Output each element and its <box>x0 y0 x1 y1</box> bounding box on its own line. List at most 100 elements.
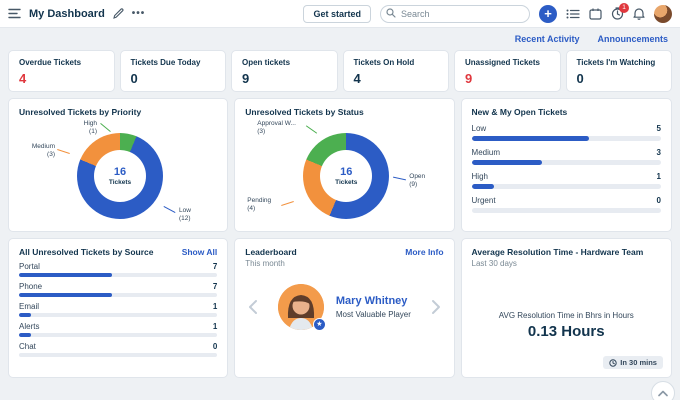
panel-title: New & My Open Tickets <box>471 107 568 117</box>
middle-row: Unresolved Tickets by Priority 16 Ticket… <box>8 98 672 232</box>
bar-row-low[interactable]: Low 5 <box>471 124 661 141</box>
bar-track <box>471 208 661 213</box>
bar-track <box>19 273 218 277</box>
donut-total-label: Tickets <box>335 179 358 186</box>
search-input[interactable] <box>380 5 530 23</box>
bar-row-email[interactable]: Email 1 <box>19 302 218 317</box>
user-avatar[interactable] <box>654 4 672 23</box>
stat-label: Tickets I'm Watching <box>576 58 656 67</box>
stat-label: Overdue Tickets <box>19 58 82 67</box>
stat-card-due-today[interactable]: Tickets Due Today 0 <box>119 50 226 92</box>
bar-label: Phone <box>19 282 43 291</box>
stat-label: Open tickets <box>242 58 291 67</box>
stat-card-overdue[interactable]: Overdue Tickets 4 <box>8 50 115 92</box>
bar-row-alerts[interactable]: Alerts 1 <box>19 322 218 337</box>
bar-track <box>19 313 218 317</box>
bar-row-portal[interactable]: Portal 7 <box>19 262 218 277</box>
donut-center: 16 Tickets <box>320 150 373 202</box>
panel-title: Unresolved Tickets by Status <box>245 107 364 117</box>
segment-label-pending: Pending (4) <box>247 197 272 212</box>
get-started-button[interactable]: Get started <box>303 4 371 23</box>
bar-track <box>19 333 218 337</box>
bar-label: Medium <box>471 148 500 157</box>
carousel-prev-icon[interactable] <box>247 299 258 315</box>
donut-ring[interactable]: 16 Tickets <box>303 133 390 219</box>
bar-value: 1 <box>656 172 661 181</box>
refresh-label: In 30 mins <box>620 358 657 367</box>
stat-value: 4 <box>19 71 27 86</box>
leaderboard-carousel: ★ Mary Whitney Most Valuable Player <box>245 284 443 331</box>
avg-resolution-panel: Average Resolution Time - Hardware Team … <box>460 238 672 378</box>
label-connector <box>100 122 111 133</box>
edit-dashboard-icon[interactable] <box>113 8 124 19</box>
winner-award: Most Valuable Player <box>335 310 411 319</box>
tasks-icon[interactable] <box>566 8 580 20</box>
carousel-next-icon[interactable] <box>431 299 442 315</box>
trial-timer-icon[interactable]: 1 <box>611 3 629 20</box>
winner-name[interactable]: Mary Whitney <box>335 295 408 307</box>
bar-label: High <box>471 172 488 181</box>
donut-ring[interactable]: 16 Tickets <box>77 133 163 219</box>
stat-label: Tickets On Hold <box>353 58 415 67</box>
priority-donut-panel: Unresolved Tickets by Priority 16 Ticket… <box>8 98 229 232</box>
bar-row-phone[interactable]: Phone 7 <box>19 282 218 297</box>
more-options-icon[interactable]: ••• <box>131 7 146 19</box>
tickets-by-source-panel: All Unresolved Tickets by Source Show Al… <box>8 238 229 378</box>
stat-card-on-hold[interactable]: Tickets On Hold 4 <box>342 50 449 92</box>
stat-label: Unassigned Tickets <box>465 58 540 67</box>
bar-label: Chat <box>19 342 36 351</box>
bar-value: 5 <box>656 124 661 133</box>
stat-card-open[interactable]: Open tickets 9 <box>231 50 338 92</box>
bar-row-chat[interactable]: Chat 0 <box>19 342 218 357</box>
bar-fill <box>471 160 542 165</box>
new-open-tickets-panel: New & My Open Tickets Low 5 Medium 3 High 1… <box>460 98 672 232</box>
bar-value: 1 <box>212 322 218 331</box>
refresh-interval-badge[interactable]: In 30 mins <box>603 356 663 369</box>
stat-value: 4 <box>353 71 361 86</box>
bar-label: Urgent <box>471 196 496 205</box>
segment-label-high: High (1) <box>83 120 97 135</box>
status-donut-panel: Unresolved Tickets by Status 16 Tickets … <box>234 98 455 232</box>
panel-title: Average Resolution Time - Hardware Team <box>471 247 644 257</box>
notifications-bell-icon[interactable] <box>633 7 645 20</box>
donut-total: 16 <box>113 166 127 178</box>
status-donut-chart: 16 Tickets Approval W... (3) Pending (4) O… <box>245 120 443 231</box>
leaderboard-period: This month <box>245 259 285 268</box>
label-connector <box>281 201 295 206</box>
bar-track <box>471 136 661 141</box>
segment-label-medium: Medium (3) <box>31 143 55 158</box>
bar-value: 1 <box>212 302 218 311</box>
recent-activity-link[interactable]: Recent Activity <box>514 34 580 44</box>
bar-fill <box>19 333 31 337</box>
announcements-link[interactable]: Announcements <box>597 34 668 44</box>
bar-label: Alerts <box>19 322 40 331</box>
calendar-icon[interactable] <box>589 8 602 20</box>
scroll-to-top-button[interactable] <box>651 381 675 400</box>
segment-label-low: Low (12) <box>179 207 191 222</box>
resolution-period: Last 30 days <box>471 259 517 268</box>
bar-row-high[interactable]: High 1 <box>471 172 661 189</box>
bar-label: Portal <box>19 262 40 271</box>
donut-center: 16 Tickets <box>94 150 146 202</box>
label-connector <box>306 125 318 134</box>
show-all-link[interactable]: Show All <box>181 247 218 257</box>
new-item-button[interactable]: + <box>539 4 557 23</box>
bar-label: Low <box>471 124 487 133</box>
stat-card-unassigned[interactable]: Unassigned Tickets 9 <box>454 50 561 92</box>
priority-donut-chart: 16 Tickets High (1) Medium (3) Low (12) <box>19 120 217 231</box>
bar-track <box>471 160 661 165</box>
dashboard-main: Overdue Tickets 4 Tickets Due Today 0 Op… <box>0 50 680 378</box>
metric-label: AVG Resolution Time in Bhrs in Hours <box>498 311 634 320</box>
segment-label-open: Open (9) <box>409 173 426 188</box>
more-info-link[interactable]: More Info <box>405 247 444 257</box>
bar-row-urgent[interactable]: Urgent 0 <box>471 196 661 213</box>
bar-row-medium[interactable]: Medium 3 <box>471 148 661 165</box>
stat-card-watching[interactable]: Tickets I'm Watching 0 <box>565 50 672 92</box>
label-connector <box>163 206 176 213</box>
bar-track <box>19 353 218 357</box>
bottom-row: All Unresolved Tickets by Source Show Al… <box>8 238 672 378</box>
sidebar-toggle-icon[interactable] <box>8 8 21 19</box>
bar-value: 7 <box>212 282 218 291</box>
bar-value: 7 <box>212 262 218 271</box>
